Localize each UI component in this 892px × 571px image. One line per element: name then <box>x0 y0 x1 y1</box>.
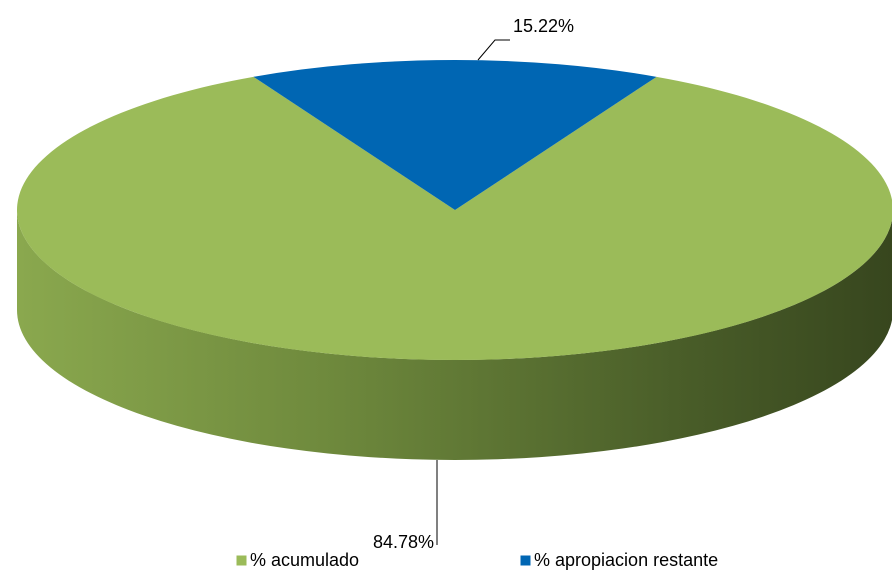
legend-swatch <box>235 554 248 567</box>
legend-label: % acumulado <box>250 550 359 570</box>
data-label: 15.22% <box>513 16 574 36</box>
data-label: 84.78% <box>373 532 434 552</box>
legend-swatch <box>519 554 532 567</box>
slice-side <box>17 210 892 460</box>
slice <box>17 76 892 361</box>
slice <box>253 60 657 210</box>
legend-label: % apropiacion restante <box>534 550 718 570</box>
leader-line <box>477 39 510 61</box>
